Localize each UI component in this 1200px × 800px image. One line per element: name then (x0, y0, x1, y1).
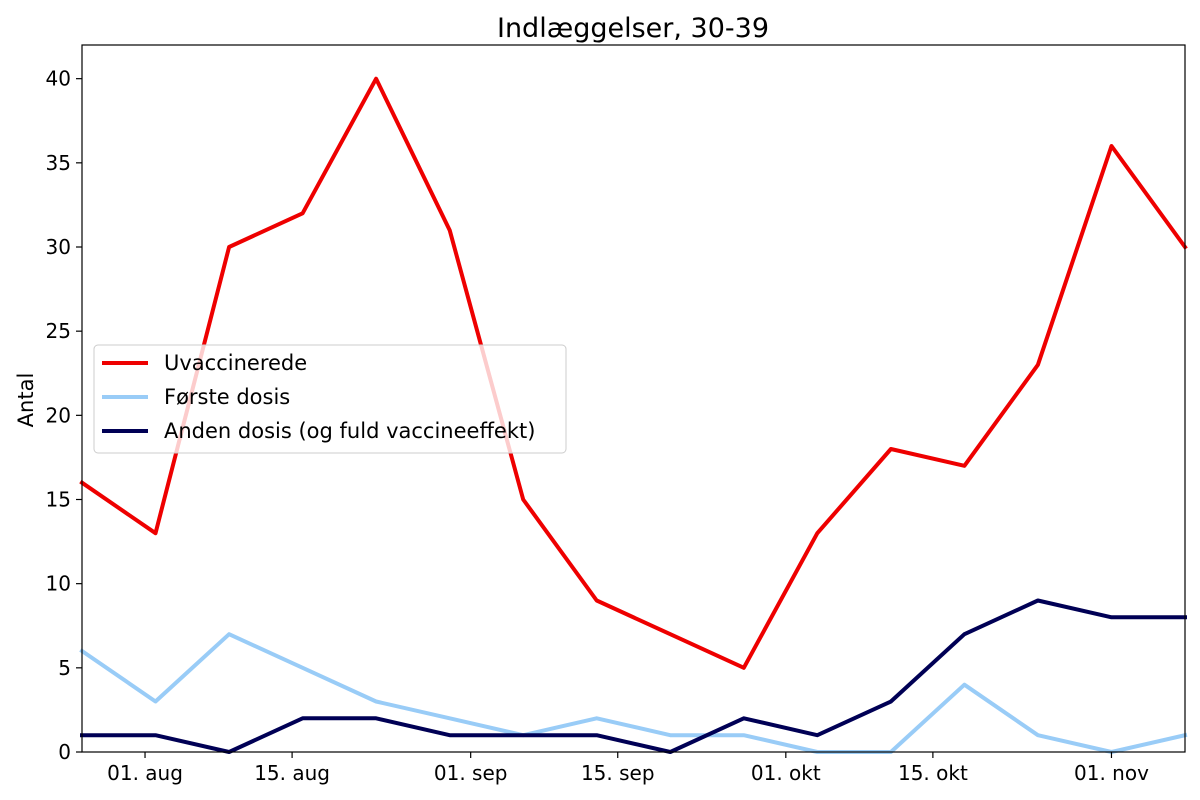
y-tick-label: 5 (58, 656, 71, 680)
series-layer (79, 76, 1188, 754)
legend-label: Anden dosis (og fuld vaccineeffekt) (164, 419, 535, 443)
y-axis-label: Antal (14, 373, 38, 428)
y-tick-label: 35 (46, 151, 71, 175)
x-tick-label: 01. nov (1074, 761, 1149, 785)
legend-box (93, 344, 567, 454)
y-tick-label: 15 (46, 488, 71, 512)
legend-label: Uvaccinerede (164, 351, 307, 375)
chart-title: Indlæggelser, 30-39 (497, 13, 769, 44)
y-tick-label: 30 (46, 235, 71, 259)
series-line-2 (80, 598, 1187, 754)
x-tick-label: 01. okt (751, 761, 821, 785)
y-tick-label: 10 (46, 572, 71, 596)
x-tick-label: 01. aug (107, 761, 183, 785)
y-tick-label: 20 (46, 403, 71, 427)
legend-label: Første dosis (164, 385, 290, 409)
legend: Uvaccinerede Første dosis Anden dosis (og … (93, 344, 567, 454)
y-tick-label: 0 (58, 740, 71, 764)
x-tick-label: 15. okt (898, 761, 968, 785)
x-tick-label: 15. sep (581, 761, 655, 785)
series-line-1 (79, 632, 1188, 754)
y-tick-label: 40 (46, 67, 71, 91)
x-tick-label: 15. aug (254, 761, 330, 785)
ticks-layer: 0 5 10 15 20 25 30 35 40 01. aug 15. aug 01. sep 15.… (46, 67, 1150, 785)
plot-frame (81, 44, 1186, 753)
x-tick-label: 01. sep (434, 761, 508, 785)
y-tick-label: 25 (46, 319, 71, 343)
series-line-0 (79, 76, 1188, 670)
